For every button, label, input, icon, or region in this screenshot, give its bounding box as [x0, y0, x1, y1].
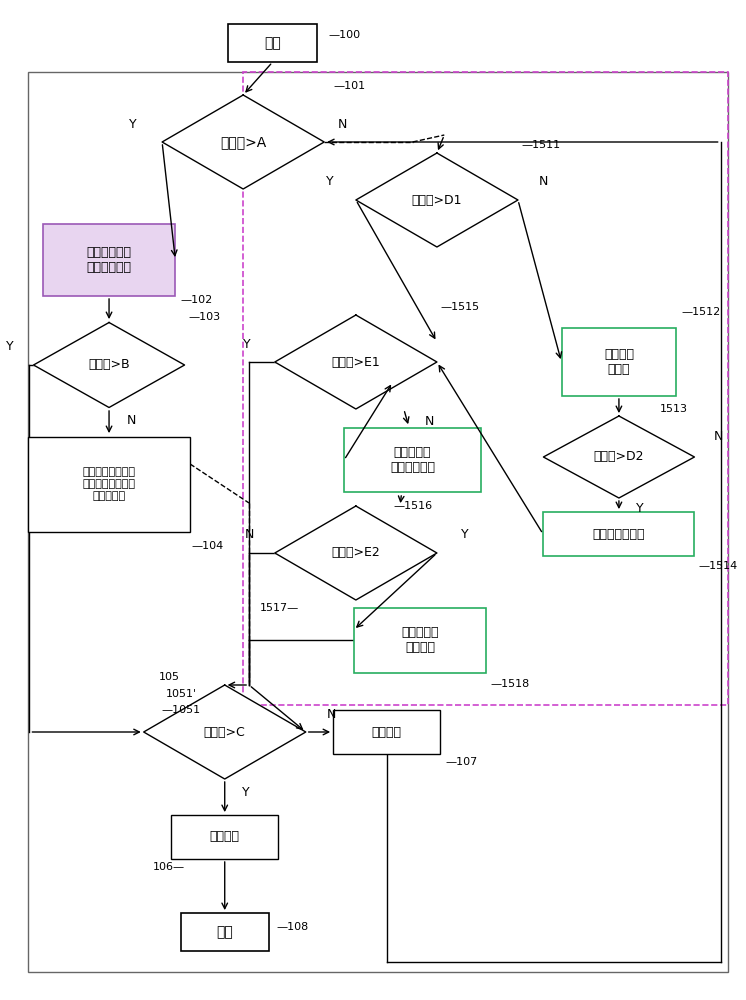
- Text: N: N: [714, 430, 723, 444]
- Polygon shape: [543, 416, 695, 498]
- Polygon shape: [144, 685, 306, 779]
- Text: —101: —101: [333, 81, 365, 91]
- Text: —103: —103: [189, 312, 221, 322]
- Text: N: N: [327, 708, 336, 720]
- FancyBboxPatch shape: [333, 710, 440, 754]
- Text: Y: Y: [129, 117, 137, 130]
- Text: 1051': 1051': [166, 689, 197, 699]
- Text: —1516: —1516: [393, 501, 432, 511]
- Text: 第一开关阀关闭，
第二开关阀开启，
告示器告示: 第一开关阀关闭， 第二开关阀开启， 告示器告示: [83, 467, 136, 501]
- Text: 开始: 开始: [264, 36, 281, 50]
- Text: Y: Y: [326, 175, 334, 188]
- Polygon shape: [162, 95, 325, 189]
- Text: —1518: —1518: [490, 679, 529, 689]
- Polygon shape: [356, 153, 518, 247]
- Text: —102: —102: [181, 295, 213, 305]
- Text: 电热水器、
水泵停止: 电热水器、 水泵停止: [401, 626, 439, 654]
- Text: Y: Y: [6, 340, 13, 354]
- Text: 温度值>E1: 温度值>E1: [331, 356, 380, 368]
- Text: Y: Y: [461, 528, 468, 542]
- Text: 第二开关阀关闭: 第二开关阀关闭: [592, 528, 645, 540]
- Text: 水泵开启: 水泵开启: [372, 726, 402, 738]
- Polygon shape: [275, 506, 437, 600]
- Text: —1511: —1511: [521, 140, 561, 150]
- FancyBboxPatch shape: [28, 436, 190, 532]
- Text: 结束: 结束: [216, 925, 233, 939]
- Text: 第二开关
阀开启: 第二开关 阀开启: [604, 348, 634, 376]
- Text: Y: Y: [242, 786, 249, 798]
- Text: Y: Y: [636, 502, 643, 516]
- Text: N: N: [338, 117, 348, 130]
- Text: 第一开关阀开
启，水泵停止: 第一开关阀开 启，水泵停止: [87, 246, 131, 274]
- Text: 106—: 106—: [152, 862, 185, 872]
- FancyBboxPatch shape: [562, 328, 676, 396]
- Text: —100: —100: [329, 30, 361, 40]
- Text: N: N: [425, 415, 434, 428]
- Text: N: N: [127, 414, 136, 426]
- Text: 液位值>D2: 液位值>D2: [594, 450, 645, 464]
- Polygon shape: [275, 315, 437, 409]
- FancyBboxPatch shape: [345, 428, 480, 492]
- Text: Y: Y: [243, 338, 251, 351]
- Text: 流量值>A: 流量值>A: [220, 135, 266, 149]
- Text: —1051: —1051: [161, 705, 201, 715]
- Text: —1514: —1514: [698, 561, 738, 571]
- Text: 1517—: 1517—: [260, 603, 299, 613]
- Text: —104: —104: [192, 541, 224, 551]
- Text: 温度值>B: 温度值>B: [88, 359, 130, 371]
- Text: N: N: [539, 175, 548, 188]
- FancyBboxPatch shape: [228, 24, 317, 62]
- Text: 温度值>C: 温度值>C: [204, 726, 245, 738]
- Text: 液位值>D1: 液位值>D1: [412, 194, 463, 207]
- FancyBboxPatch shape: [43, 224, 175, 296]
- Polygon shape: [34, 322, 184, 408]
- Text: —108: —108: [276, 922, 309, 932]
- Text: N: N: [245, 528, 254, 542]
- FancyBboxPatch shape: [172, 815, 278, 859]
- Text: —1512: —1512: [682, 307, 721, 317]
- Text: 电热水器开
启，水泵停止: 电热水器开 启，水泵停止: [390, 446, 435, 474]
- Text: 温度值>E2: 温度值>E2: [331, 546, 380, 560]
- FancyBboxPatch shape: [543, 512, 695, 556]
- Text: 水泵停止: 水泵停止: [210, 830, 239, 844]
- Text: 105: 105: [158, 672, 180, 682]
- FancyBboxPatch shape: [354, 607, 486, 672]
- Text: —1515: —1515: [441, 302, 480, 312]
- Text: —107: —107: [446, 757, 478, 767]
- FancyBboxPatch shape: [181, 913, 269, 951]
- Text: 1513: 1513: [659, 404, 688, 414]
